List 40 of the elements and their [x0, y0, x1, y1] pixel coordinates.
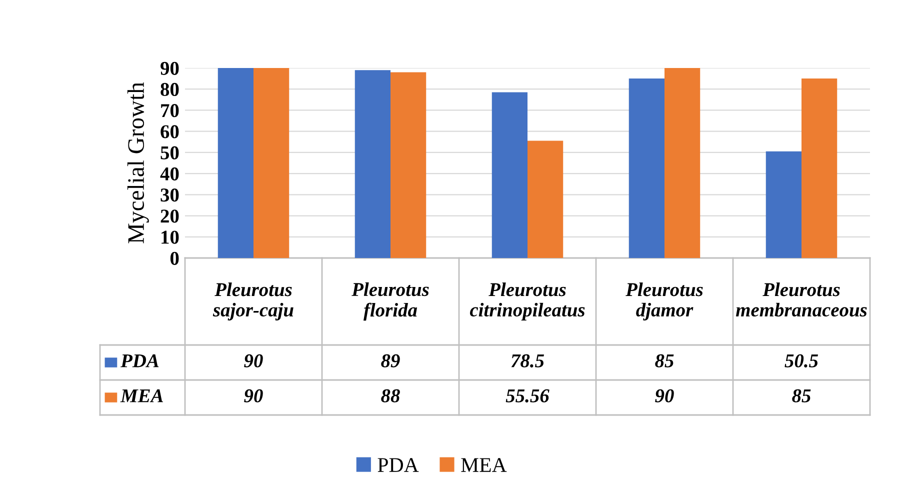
x-tick-label: Pleurotus membranaceous — [736, 282, 867, 317]
bar — [218, 68, 254, 258]
y-tick-label: 10 — [162, 230, 179, 244]
bar — [802, 78, 838, 258]
legend-label: PDA — [120, 354, 159, 368]
bar — [492, 92, 528, 258]
data-label: 90 — [655, 389, 674, 402]
y-tick-label: 90 — [160, 62, 179, 75]
bar — [664, 68, 700, 258]
text: MEA — [461, 458, 507, 472]
text: PDA — [378, 458, 419, 472]
y-tick-label: 0 — [170, 252, 179, 265]
y-tick-label: 40 — [160, 167, 179, 180]
y-tick-label: 30 — [160, 188, 179, 202]
y-tick-label: 50 — [160, 146, 179, 160]
y-tick-label: 80 — [160, 82, 179, 96]
bar — [628, 78, 664, 258]
bar — [354, 70, 390, 258]
x-tick-label: Pleurotus florida — [352, 282, 429, 321]
bar — [390, 72, 426, 258]
x-tick-label: Pleurotus djamor — [626, 282, 703, 320]
bar — [254, 68, 290, 258]
y-tick-label: 20 — [160, 210, 179, 223]
data-label: 85 — [792, 389, 811, 402]
y-tick-label: 60 — [160, 125, 179, 138]
bar — [528, 140, 564, 258]
bar — [766, 151, 802, 258]
x-tick-label: Pleurotus sajor-caju — [212, 282, 294, 320]
data-label: 88 — [381, 389, 400, 402]
legend-label: MEA — [120, 389, 163, 402]
data-label: 89 — [381, 354, 400, 368]
data-label: 78.5 — [511, 354, 544, 368]
x-tick-label: Pleurotus citrinopileatus — [470, 282, 585, 320]
data-label: 50.5 — [784, 354, 818, 368]
y-axis-title: Mycelial Growth — [127, 82, 149, 244]
y-tick-label: 70 — [161, 104, 179, 118]
data-label: 55.56 — [506, 389, 550, 402]
data-label: 85 — [655, 354, 674, 368]
data-label: 90 — [244, 354, 263, 368]
data-label: 90 — [244, 389, 263, 402]
